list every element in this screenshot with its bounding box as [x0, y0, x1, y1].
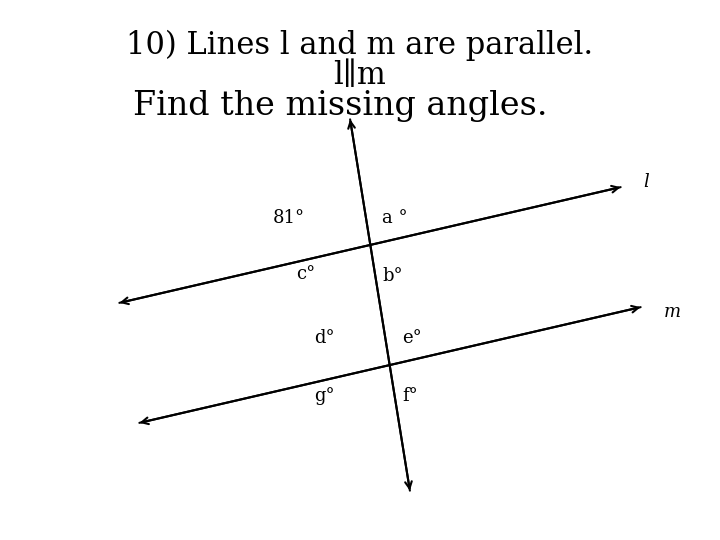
- Text: l∥m: l∥m: [333, 60, 387, 91]
- Text: Find the missing angles.: Find the missing angles.: [132, 90, 547, 122]
- Text: f°: f°: [402, 387, 418, 405]
- Text: e°: e°: [402, 329, 422, 347]
- Text: c°: c°: [296, 265, 315, 283]
- Text: a °: a °: [382, 209, 408, 227]
- Text: l: l: [644, 172, 649, 191]
- Text: 10) Lines l and m are parallel.: 10) Lines l and m are parallel.: [127, 30, 593, 61]
- Text: d°: d°: [315, 329, 335, 347]
- Text: b°: b°: [382, 267, 402, 285]
- Text: 81°: 81°: [273, 209, 305, 227]
- Text: g°: g°: [315, 387, 335, 405]
- Text: m: m: [663, 302, 680, 321]
